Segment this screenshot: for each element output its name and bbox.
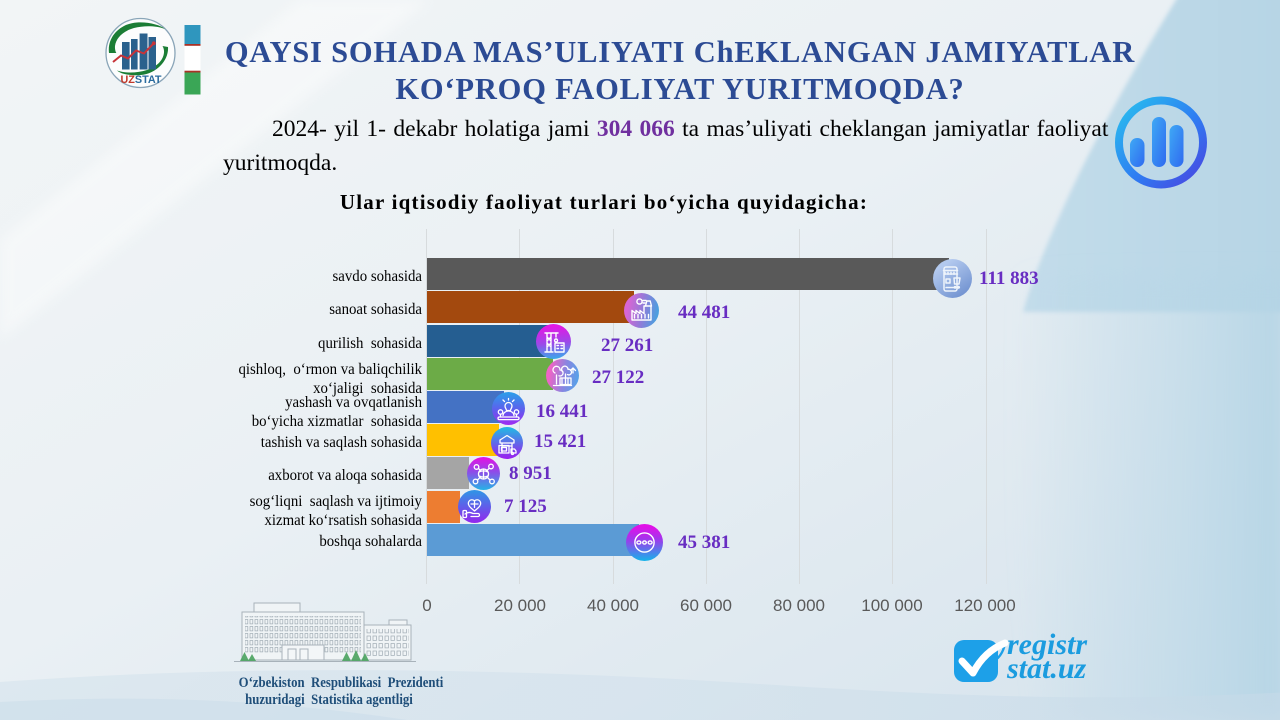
svg-text:UZSTAT: UZSTAT [121,74,162,86]
